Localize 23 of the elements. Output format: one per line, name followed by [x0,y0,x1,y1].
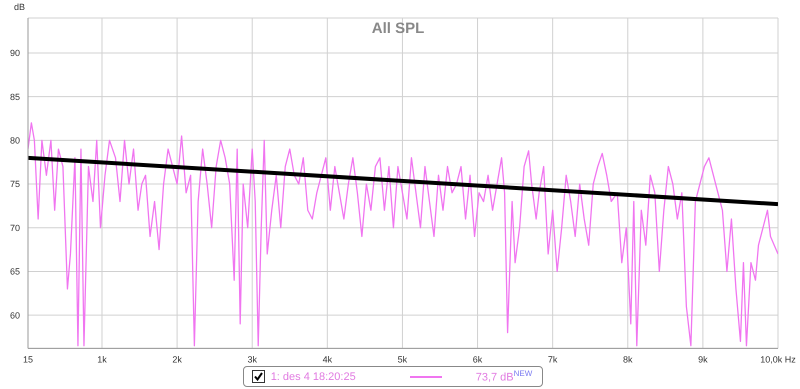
x-tick-label: 10,0k Hz [760,354,796,365]
y-tick-label: 90 [10,48,20,58]
x-tick-label: 4k [322,354,333,365]
text: 1: des 4 18:20:25 [270,370,356,383]
y-tick-label: 60 [10,310,20,320]
x-tick-label: 2k [172,354,182,365]
line-series [28,122,778,346]
x-tick-label: 1k [97,354,108,365]
y-tick-label: 70 [10,222,20,233]
x-tick-label: 5k [398,354,408,365]
x-tick-label: 3k [247,354,258,365]
x-tick-label: 9k [698,354,708,365]
y-axis-title: dB [14,2,26,12]
y-tick-label: 80 [10,136,20,146]
x-tick-label: 6k [472,354,483,365]
y-tick-label: 65 [10,266,20,277]
x-tick-label: 15 [22,354,34,365]
y-tick-label: 75 [10,179,20,190]
text: 73,7 dB$^{NEW}$ [476,369,532,384]
x-tick-label: 8k [623,354,634,365]
y-tick-label: 85 [10,92,20,102]
chart-title: All SPL [372,20,424,37]
x-tick-label: 7k [548,354,558,365]
